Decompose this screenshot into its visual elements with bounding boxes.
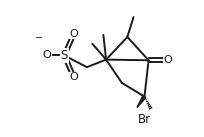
Text: S: S bbox=[61, 49, 68, 62]
Text: O: O bbox=[164, 55, 172, 65]
Text: Br: Br bbox=[138, 113, 151, 126]
Text: O: O bbox=[70, 72, 78, 82]
Text: O: O bbox=[70, 29, 78, 38]
Text: −: − bbox=[35, 33, 43, 43]
Polygon shape bbox=[137, 96, 146, 108]
Text: O: O bbox=[42, 51, 51, 60]
